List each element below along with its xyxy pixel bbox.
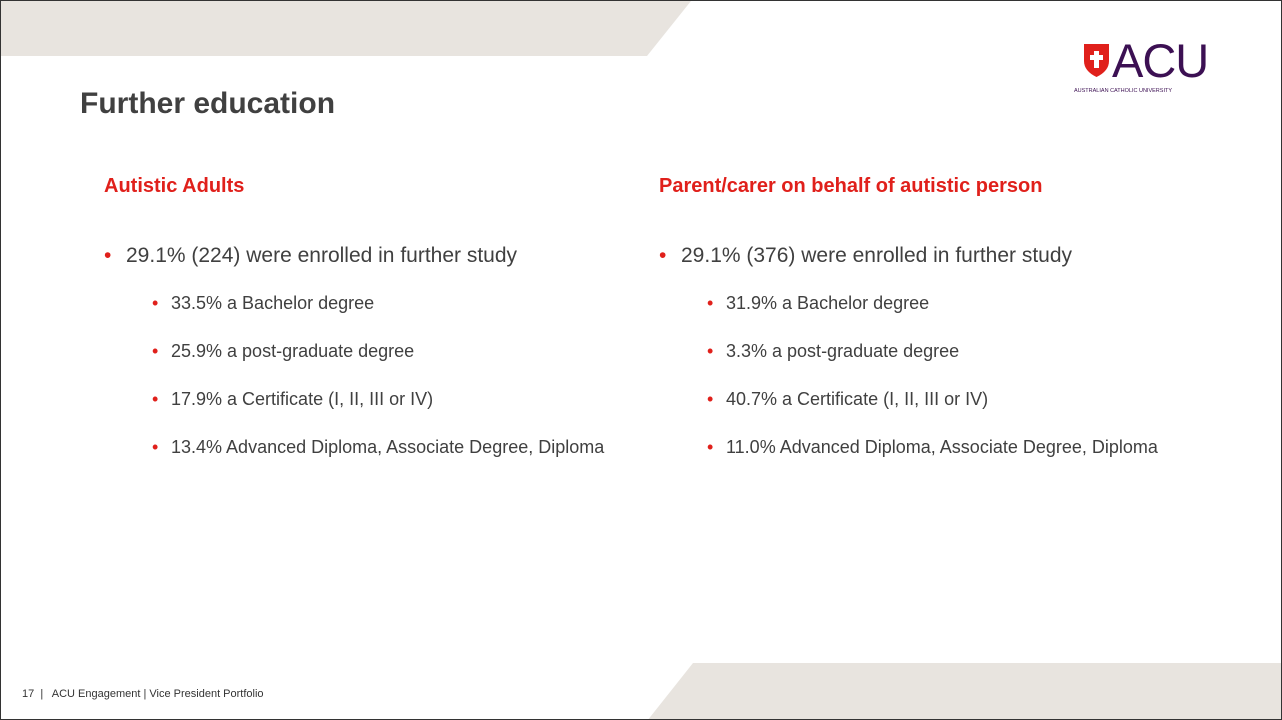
- footer-band: [648, 663, 1281, 719]
- column-heading: Parent/carer on behalf of autistic perso…: [659, 175, 1043, 197]
- bullet-text: 29.1% (224) were enrolled in further stu…: [126, 244, 518, 267]
- sub-bullet-item: • 17.9% a Certificate (I, II, III or IV): [152, 386, 624, 412]
- bullet-dot: •: [152, 389, 159, 409]
- bullet-dot: •: [152, 293, 159, 313]
- bullet-dot: •: [152, 341, 159, 361]
- bullet-dot: •: [707, 293, 714, 313]
- bullet-text: 29.1% (376) were enrolled in further stu…: [681, 244, 1073, 267]
- column-heading: Autistic Adults: [104, 175, 245, 197]
- column: Autistic Adults • 29.1% (224) were enrolle…: [104, 175, 624, 460]
- sub-bullet-text: 13.4% Advanced Diploma, Associate Degree…: [171, 437, 605, 457]
- footer: 17 | ACU Engagement | Vice President Por…: [22, 688, 264, 700]
- sub-bullet-item: • 13.4% Advanced Diploma, Associate Degre…: [152, 434, 624, 460]
- logo-cross: [1090, 51, 1103, 68]
- bullet-dot: •: [707, 437, 714, 457]
- sub-bullet-item: • 40.7% a Certificate (I, II, III or IV): [707, 386, 1219, 412]
- sub-list: • 33.5% a Bachelor degree • 25.9% a post-gr…: [152, 290, 624, 460]
- sub-list: • 31.9% a Bachelor degree • 3.3% a post-gra…: [707, 290, 1219, 460]
- sub-bullet-item: • 25.9% a post-graduate degree: [152, 338, 624, 364]
- bullet-list: • 29.1% (376) were enrolled in further st…: [659, 244, 1219, 460]
- sub-bullet-text: 3.3% a post-graduate degree: [726, 341, 960, 361]
- sub-bullet-text: 11.0% Advanced Diploma, Associate Degree…: [726, 437, 1158, 457]
- logo-text: ACU: [1112, 34, 1209, 87]
- header-band: [1, 1, 691, 56]
- bullet-dot: •: [659, 244, 667, 267]
- bullet-dot: •: [104, 244, 112, 267]
- bullet-dot: •: [707, 341, 714, 361]
- logo-subtitle: AUSTRALIAN CATHOLIC UNIVERSITY: [1074, 88, 1172, 94]
- slide-title: Further education: [80, 87, 336, 120]
- sub-bullet-item: • 11.0% Advanced Diploma, Associate Degre…: [707, 434, 1219, 460]
- bullet-list: • 29.1% (224) were enrolled in further st…: [104, 244, 624, 460]
- sub-bullet-text: 31.9% a Bachelor degree: [726, 293, 930, 313]
- bullet-item: • 29.1% (376) were enrolled in further st…: [659, 244, 1219, 460]
- sub-bullet-text: 25.9% a post-graduate degree: [171, 341, 415, 361]
- sub-bullet-item: • 31.9% a Bachelor degree: [707, 290, 1219, 316]
- column: Parent/carer on behalf of autistic perso…: [659, 175, 1219, 460]
- sub-bullet-item: • 33.5% a Bachelor degree: [152, 290, 624, 316]
- bullet-dot: •: [152, 437, 159, 457]
- sub-bullet-text: 33.5% a Bachelor degree: [171, 293, 375, 313]
- sub-bullet-text: 40.7% a Certificate (I, II, III or IV): [726, 389, 989, 409]
- bullet-item: • 29.1% (224) were enrolled in further st…: [104, 244, 624, 460]
- sub-bullet-item: • 3.3% a post-graduate degree: [707, 338, 1219, 364]
- bullet-dot: •: [707, 389, 714, 409]
- sub-bullet-text: 17.9% a Certificate (I, II, III or IV): [171, 389, 434, 409]
